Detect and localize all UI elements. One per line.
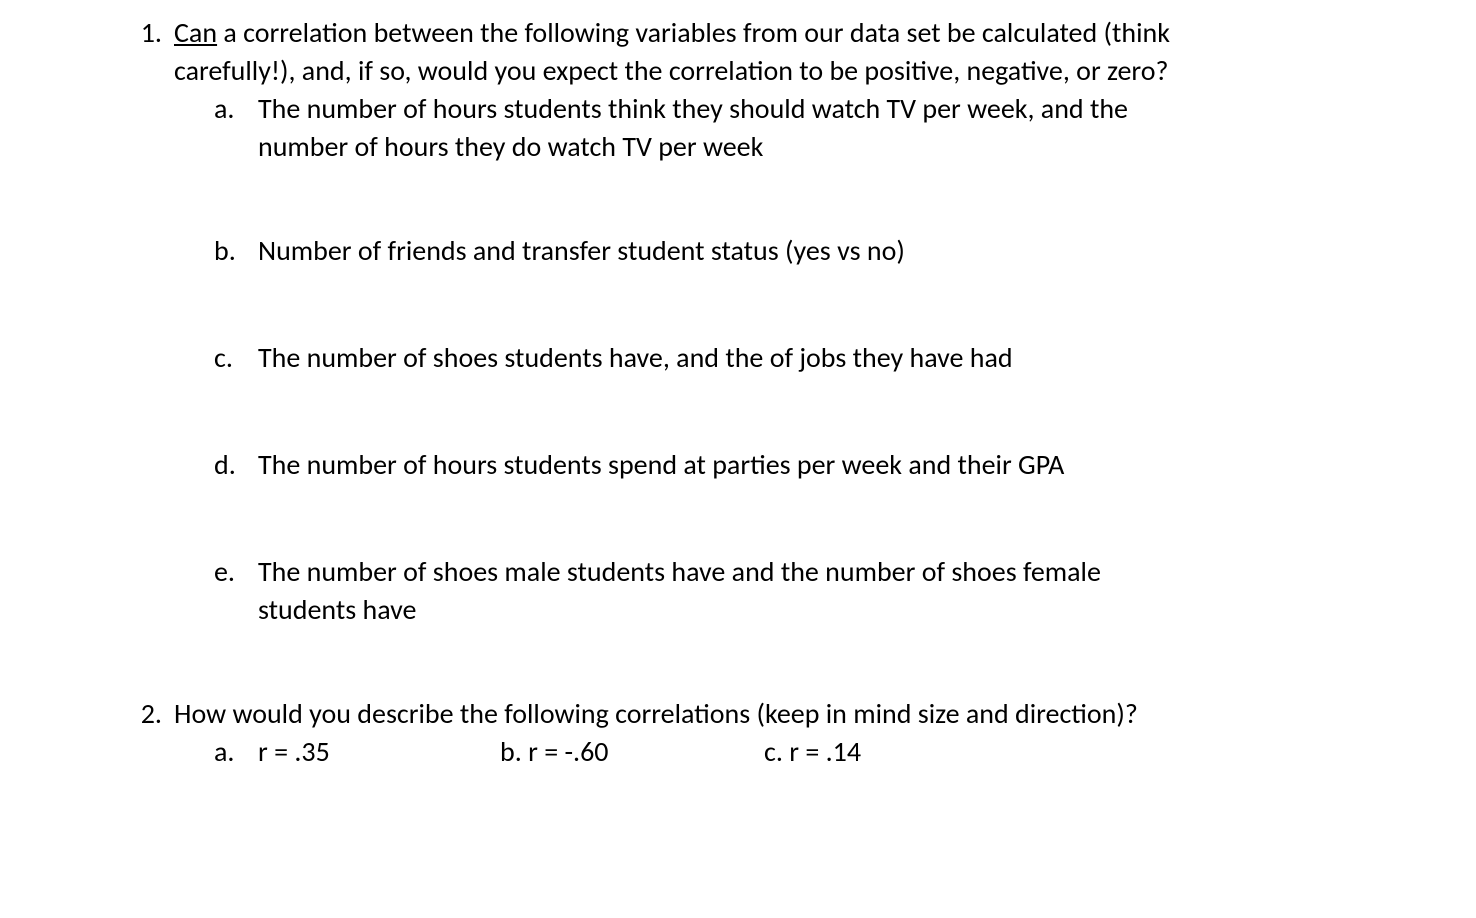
q1-item-e-letter: e.: [214, 553, 248, 591]
q2-option-b: b. r = -.60: [500, 733, 609, 771]
worksheet-page: 1. Can a correlation between the followi…: [0, 0, 1476, 918]
q2-option-a-letter: a.: [214, 733, 234, 771]
q1-item-b-text: Number of friends and transfer student s…: [258, 232, 1178, 270]
q1-item-a-letter: a.: [214, 90, 248, 128]
q2-option-c: c. r = .14: [764, 733, 861, 771]
q2-option-a-text: r = .35: [258, 733, 330, 771]
q1-number: 1.: [116, 14, 162, 52]
q1-item-b-letter: b.: [214, 232, 248, 270]
q1-item-d-letter: d.: [214, 446, 248, 484]
q1-item-d-text: The number of hours students spend at pa…: [258, 446, 1178, 484]
q2-number: 2.: [116, 695, 162, 733]
q2-prompt: How would you describe the following cor…: [174, 695, 1194, 733]
q1-prompt-underlined-word: Can: [174, 15, 217, 50]
q1-prompt: Can a correlation between the following …: [174, 14, 1194, 90]
q1-item-c-text: The number of shoes students have, and t…: [258, 339, 1178, 377]
q1-item-e-text: The number of shoes male students have a…: [258, 553, 1178, 629]
q1-prompt-rest: a correlation between the following vari…: [174, 15, 1170, 88]
q1-item-a-text: The number of hours students think they …: [258, 90, 1178, 166]
q2-options-row: a. r = .35 b. r = -.60 c. r = .14: [214, 733, 1194, 773]
q1-item-c-letter: c.: [214, 339, 248, 377]
